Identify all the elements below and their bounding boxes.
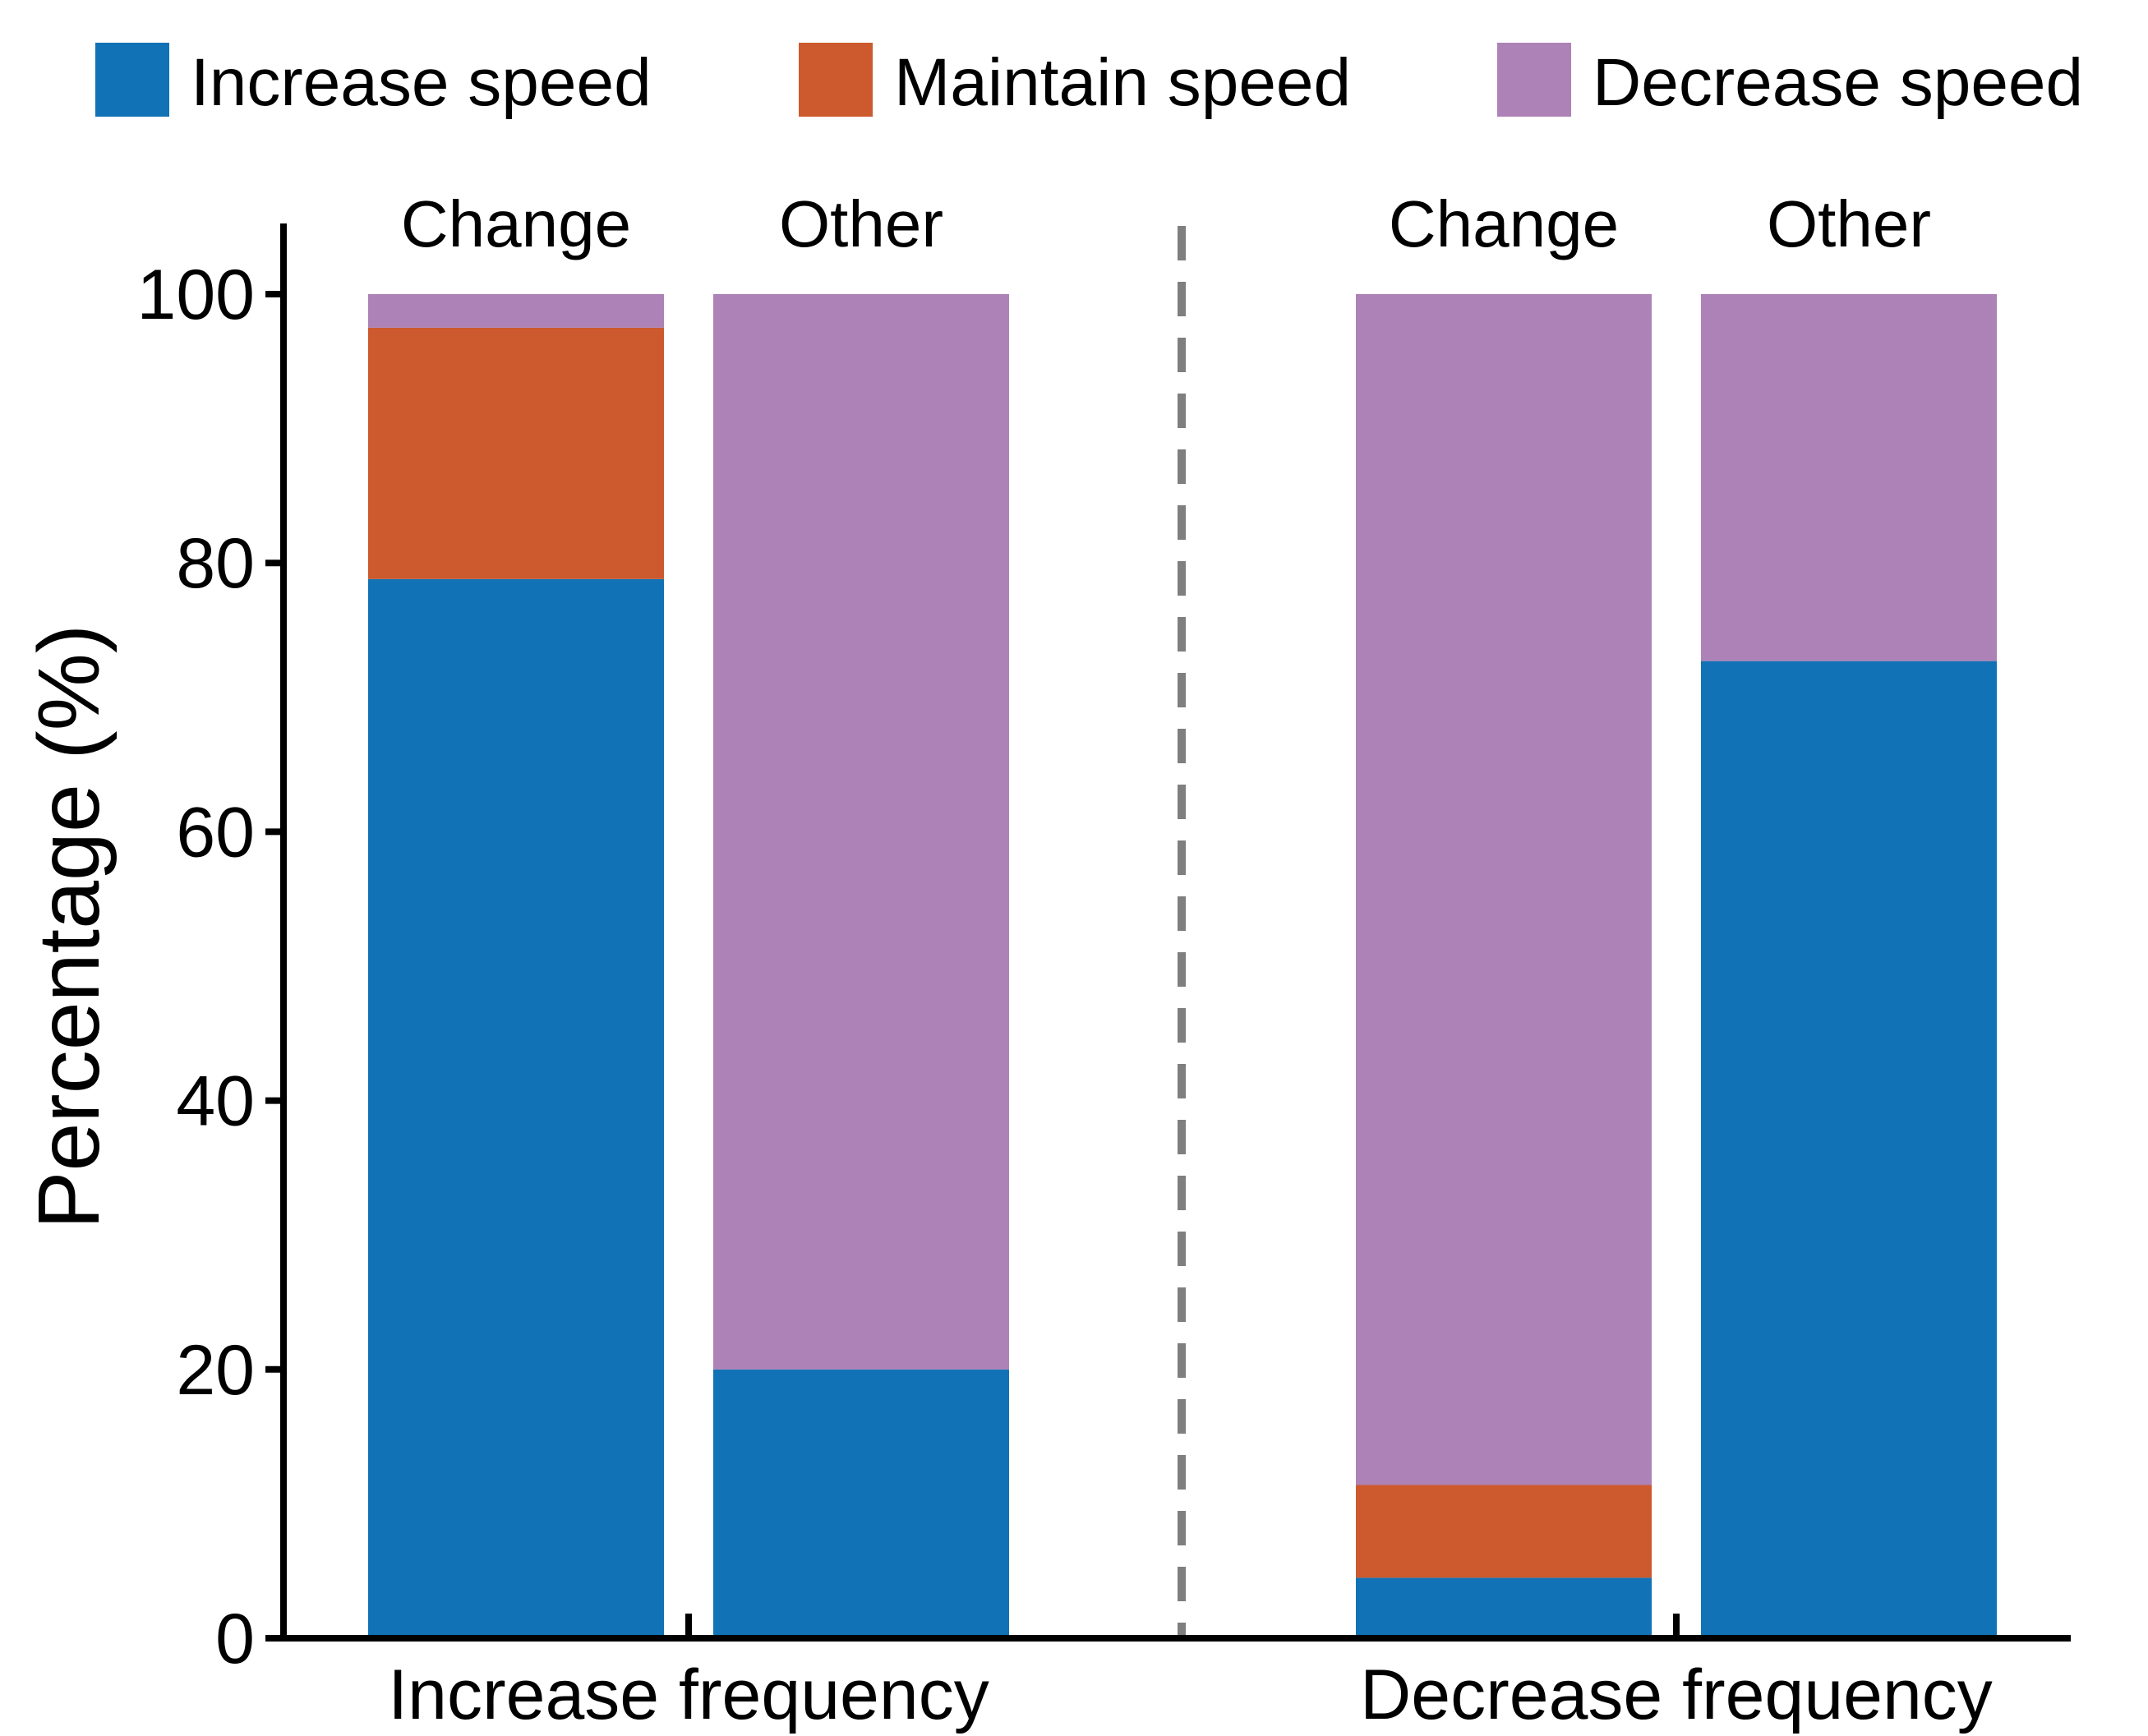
legend-label-decrease-speed: Decrease speed — [1593, 45, 2083, 120]
legend: Increase speed Maintain speed Decrease spe… — [95, 43, 2083, 120]
bar-segment-increase-speed — [713, 1369, 1009, 1638]
bar-label-change: Change — [401, 187, 631, 260]
y-tick-label: 20 — [176, 1331, 255, 1410]
bar-segment-increase-speed — [368, 578, 664, 1638]
bar-label-other: Other — [779, 187, 943, 260]
y-tick-label: 0 — [215, 1600, 255, 1678]
y-tick-label: 80 — [176, 524, 255, 603]
bar-segment-decrease-speed — [1701, 294, 1997, 661]
legend-swatch-increase-speed — [95, 43, 169, 117]
bars — [368, 294, 1997, 1639]
y-tick-label: 60 — [176, 793, 255, 872]
y-tick-label: 40 — [176, 1062, 255, 1141]
axes — [265, 223, 2071, 1642]
bar-segment-decrease-speed — [713, 294, 1009, 1370]
bar-segment-decrease-speed — [368, 294, 664, 328]
bar-label-other: Other — [1767, 187, 1931, 260]
bar-segment-increase-speed — [1701, 661, 1997, 1639]
legend-label-maintain-speed: Maintain speed — [894, 45, 1351, 120]
y-axis-title: Percentage (%) — [21, 624, 118, 1229]
bar-segment-maintain-speed — [1356, 1485, 1652, 1578]
x-group-label-decrease-frequency: Decrease frequency — [1360, 1655, 1993, 1734]
x-group-label-increase-frequency: Increase frequency — [388, 1655, 989, 1734]
bar-label-change: Change — [1389, 187, 1619, 260]
bar-segment-maintain-speed — [368, 327, 664, 579]
bar-segment-increase-speed — [1356, 1577, 1652, 1638]
legend-label-increase-speed: Increase speed — [191, 45, 652, 120]
bar-segment-decrease-speed — [1356, 294, 1652, 1485]
legend-swatch-maintain-speed — [799, 43, 873, 117]
labels: Change Other Change Other 0 20 40 60 80 100 Increa… — [21, 187, 1993, 1734]
y-tick-label: 100 — [137, 256, 256, 334]
legend-swatch-decrease-speed — [1497, 43, 1571, 117]
